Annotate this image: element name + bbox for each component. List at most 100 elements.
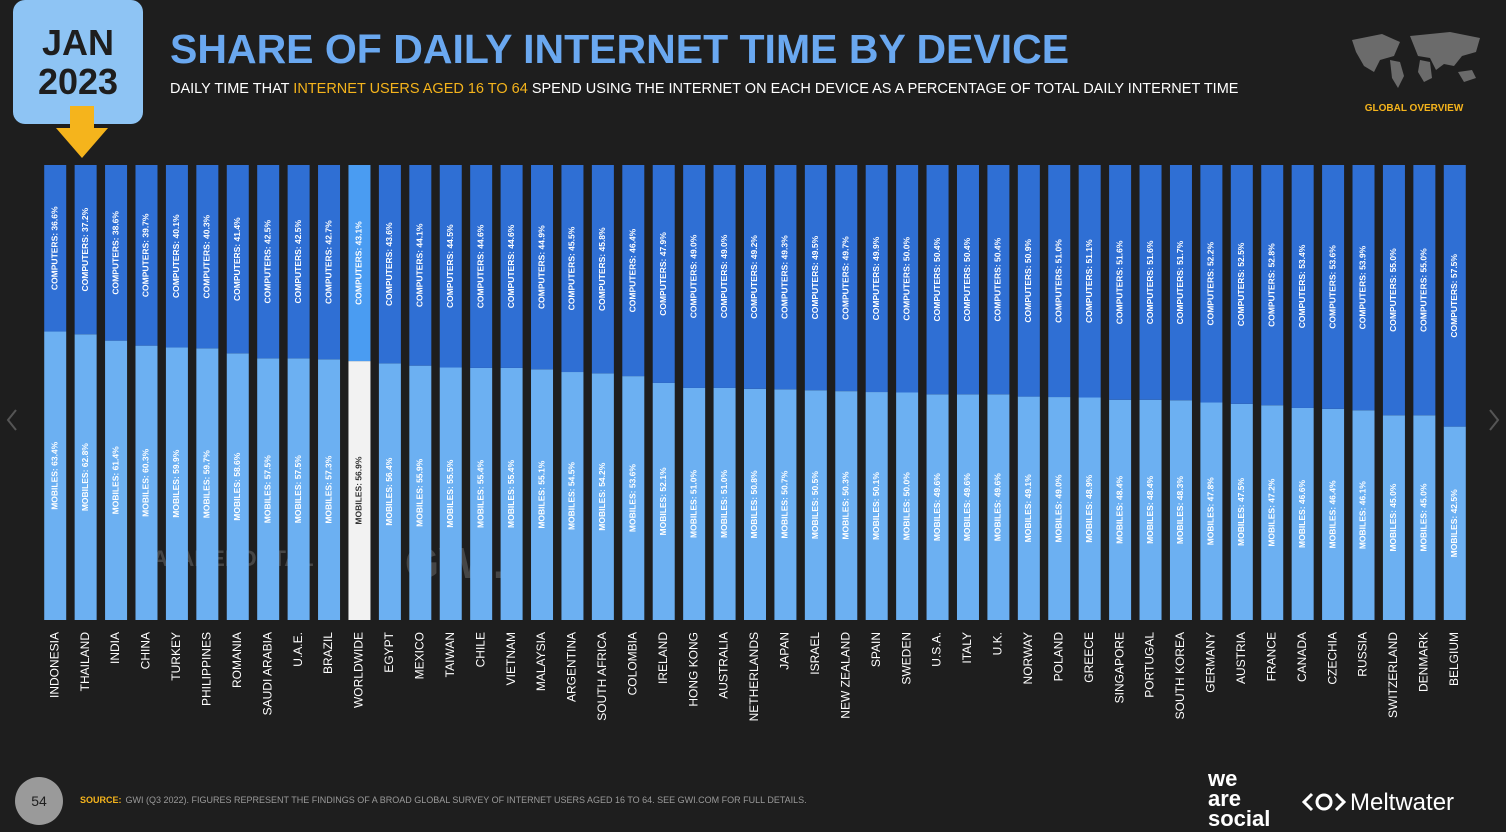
value-label: MOBILES: 47.2% bbox=[1266, 478, 1276, 546]
page-badge bbox=[15, 777, 63, 825]
value-label: MOBILES: 49.6% bbox=[993, 473, 1003, 541]
bar-segment bbox=[1352, 410, 1375, 620]
bar-segment bbox=[956, 394, 979, 620]
bar-segment bbox=[44, 331, 67, 620]
x-tick-label: VIETNAM bbox=[504, 632, 518, 685]
value-label: COMPUTERS: 38.6% bbox=[110, 211, 120, 295]
bar-segment bbox=[1139, 165, 1162, 400]
bar-segment bbox=[1048, 165, 1071, 398]
bar-segment bbox=[1261, 405, 1284, 620]
value-label: MOBILES: 46.1% bbox=[1358, 481, 1368, 549]
bar-segment bbox=[926, 394, 949, 620]
value-label: MOBILES: 60.3% bbox=[141, 448, 151, 516]
subtitle: DAILY TIME THAT INTERNET USERS AGED 16 T… bbox=[170, 81, 1239, 97]
logo-we: we bbox=[1207, 766, 1237, 791]
bar-segment bbox=[561, 372, 584, 620]
bar-segment bbox=[1017, 396, 1040, 620]
value-label: MOBILES: 55.5% bbox=[445, 459, 455, 527]
value-label: MOBILES: 47.5% bbox=[1236, 477, 1246, 545]
x-tick-label: MEXICO bbox=[412, 632, 426, 679]
x-tick-label: AUSTRALIA bbox=[717, 632, 731, 699]
x-tick-label: U.S.A. bbox=[930, 632, 944, 667]
title: SHARE OF DAILY INTERNET TIME BY DEVICE bbox=[170, 26, 1069, 72]
bar-segment bbox=[926, 165, 949, 395]
x-tick-label: PORTUGAL bbox=[1143, 632, 1157, 698]
bar-segment bbox=[1169, 165, 1192, 401]
x-tick-label: DENMARK bbox=[1417, 632, 1431, 692]
bar-segment bbox=[865, 165, 888, 393]
value-label: COMPUTERS: 49.0% bbox=[719, 234, 729, 318]
value-label: COMPUTERS: 50.4% bbox=[932, 237, 942, 321]
bar-segment bbox=[804, 165, 827, 391]
value-label: COMPUTERS: 53.9% bbox=[1358, 245, 1368, 329]
nav-next[interactable] bbox=[1489, 409, 1500, 431]
value-label: MOBILES: 52.1% bbox=[658, 467, 668, 535]
badge: GLOBAL OVERVIEW bbox=[1365, 103, 1464, 114]
value-label: MOBILES: 45.0% bbox=[1419, 483, 1429, 551]
x-tick-label: COLOMBIA bbox=[625, 632, 639, 695]
value-label: COMPUTERS: 44.5% bbox=[445, 224, 455, 308]
x-tick-label: GREECE bbox=[1082, 632, 1096, 683]
x-tick-label: PHILIPPINES bbox=[200, 632, 214, 706]
value-label: MOBILES: 51.0% bbox=[719, 470, 729, 538]
value-label: COMPUTERS: 53.4% bbox=[1297, 244, 1307, 328]
bar-segment bbox=[987, 394, 1010, 620]
x-tick-label: TURKEY bbox=[169, 632, 183, 681]
source-label: SOURCE: bbox=[80, 795, 122, 805]
date-box bbox=[13, 0, 143, 124]
value-label: MOBILES: 48.9% bbox=[1084, 474, 1094, 542]
x-tick-label: ISRAEL bbox=[808, 632, 822, 675]
bar-segment bbox=[348, 165, 371, 362]
arrow bbox=[56, 106, 108, 158]
value-label: COMPUTERS: 57.5% bbox=[1449, 254, 1459, 338]
bar-segment bbox=[318, 165, 341, 360]
value-label: MOBILES: 53.6% bbox=[628, 464, 638, 532]
bar-segment bbox=[1109, 165, 1132, 400]
value-label: MOBILES: 61.4% bbox=[110, 446, 120, 514]
bar-segment bbox=[835, 391, 858, 620]
bar-segment bbox=[439, 165, 462, 368]
value-label: COMPUTERS: 50.4% bbox=[962, 237, 972, 321]
bar-segment bbox=[1017, 165, 1040, 397]
bar-segment bbox=[956, 165, 979, 395]
value-label: MOBILES: 49.0% bbox=[1054, 474, 1064, 542]
bar-segment bbox=[165, 347, 188, 620]
bar-segment bbox=[804, 390, 827, 620]
value-label: MOBILES: 56.4% bbox=[384, 457, 394, 525]
x-tick-label: U.K. bbox=[991, 632, 1005, 655]
x-tick-label: U.A.E. bbox=[291, 632, 305, 667]
value-label: COMPUTERS: 49.0% bbox=[688, 234, 698, 318]
bar-segment bbox=[500, 367, 523, 620]
value-label: MOBILES: 59.7% bbox=[202, 450, 212, 518]
bar-segment bbox=[683, 165, 706, 388]
bar-segment bbox=[135, 165, 158, 346]
bar-segment bbox=[865, 392, 888, 620]
value-label: COMPUTERS: 49.7% bbox=[841, 236, 851, 320]
bar-segment bbox=[1230, 403, 1253, 620]
bar-segment bbox=[318, 359, 341, 620]
nav-prev[interactable] bbox=[6, 409, 17, 431]
value-label: MOBILES: 50.1% bbox=[871, 472, 881, 540]
value-label: MOBILES: 49.6% bbox=[962, 473, 972, 541]
bar-segment bbox=[1382, 415, 1405, 620]
bar-segment bbox=[257, 358, 280, 620]
bar-segment bbox=[531, 369, 554, 620]
subtitle-highlight: INTERNET USERS AGED 16 TO 64 bbox=[293, 81, 528, 97]
bar-segment bbox=[561, 165, 584, 373]
value-label: COMPUTERS: 44.6% bbox=[506, 224, 516, 308]
subtitle-end: SPEND USING THE INTERNET ON EACH DEVICE … bbox=[528, 81, 1239, 97]
value-label: COMPUTERS: 42.5% bbox=[293, 219, 303, 303]
value-label: COMPUTERS: 50.0% bbox=[901, 237, 911, 321]
value-label: MOBILES: 42.5% bbox=[1449, 489, 1459, 557]
x-tick-label: GERMANY bbox=[1204, 632, 1218, 693]
value-label: COMPUTERS: 50.9% bbox=[1023, 239, 1033, 323]
bar-segment bbox=[1230, 165, 1253, 404]
bar-segment bbox=[622, 165, 645, 377]
value-label: COMPUTERS: 42.7% bbox=[323, 220, 333, 304]
bar-segment bbox=[1322, 408, 1345, 620]
bar-segment bbox=[1443, 165, 1466, 427]
x-tick-label: INDONESIA bbox=[47, 632, 61, 698]
value-label: COMPUTERS: 51.0% bbox=[1054, 239, 1064, 323]
value-label: COMPUTERS: 44.6% bbox=[475, 224, 485, 308]
